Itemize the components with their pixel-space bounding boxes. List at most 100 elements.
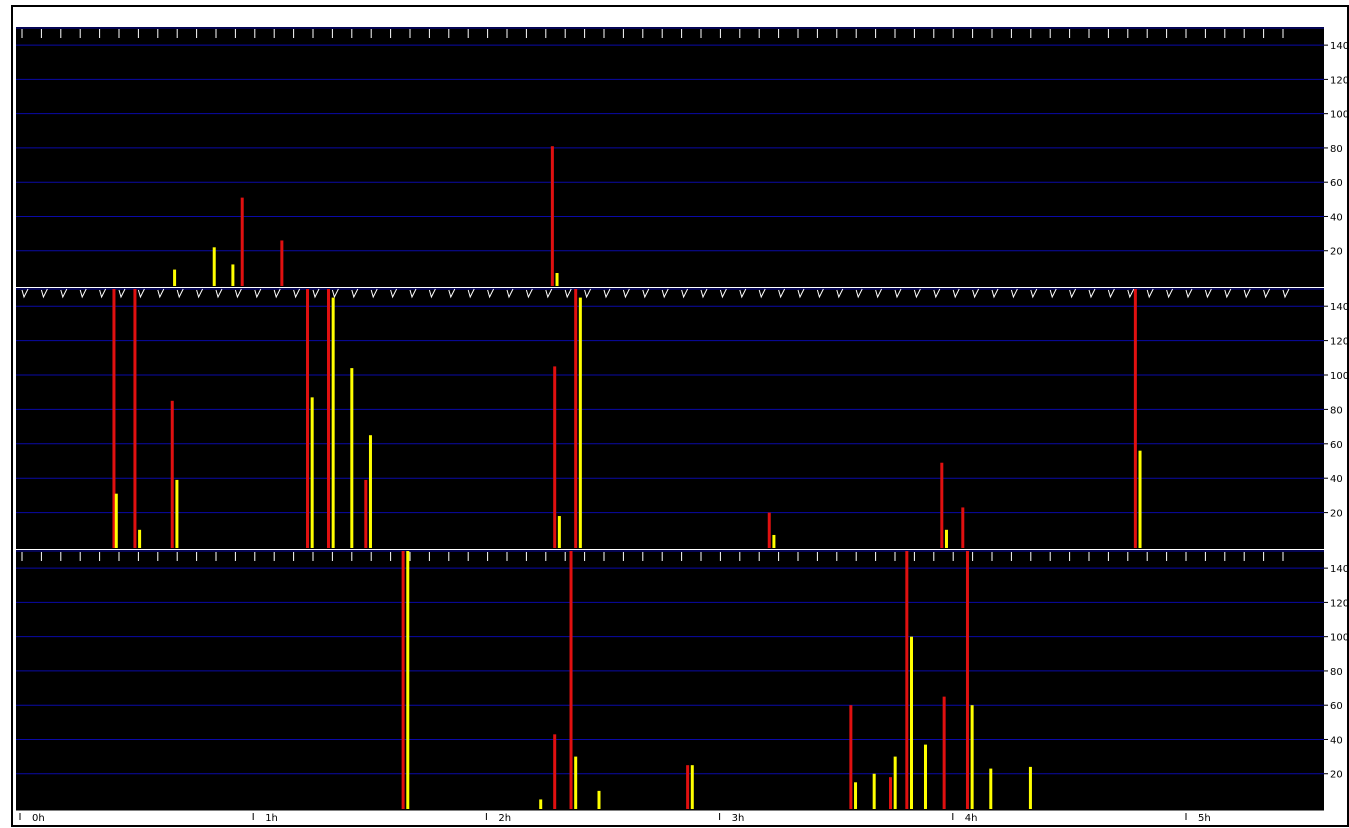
check-marker — [584, 288, 592, 299]
red-bar — [112, 289, 116, 548]
check-marker — [778, 288, 786, 299]
yellow-bar — [138, 529, 142, 548]
panel-middle: 20 40 60 80 100 120 140 — [16, 287, 1349, 549]
y-tick-label: 140 — [1330, 564, 1349, 575]
red-bar — [942, 696, 946, 809]
y-tick-label: 60 — [1330, 701, 1343, 712]
check-marker — [816, 288, 824, 299]
red-bar — [574, 289, 578, 548]
check-marker — [1185, 288, 1193, 299]
check-marker — [118, 288, 126, 299]
red-bar — [961, 507, 965, 548]
red-bar — [553, 366, 557, 548]
yellow-bar — [893, 756, 897, 809]
red-bar — [1133, 289, 1137, 548]
check-marker — [60, 288, 68, 299]
check-marker — [1243, 288, 1251, 299]
check-marker — [933, 288, 941, 299]
yellow-bar — [923, 744, 927, 809]
check-marker — [972, 288, 980, 299]
yellow-bar — [690, 765, 694, 809]
panel-background — [16, 26, 1324, 287]
y-tick-label: 80 — [1330, 405, 1343, 416]
check-marker — [215, 288, 223, 299]
check-marker — [99, 288, 107, 299]
yellow-bar — [1138, 450, 1142, 548]
check-marker — [79, 288, 87, 299]
yellow-bar — [310, 397, 314, 548]
yellow-bar — [574, 756, 578, 809]
check-marker — [293, 288, 301, 299]
panel-background — [16, 549, 1324, 810]
check-marker — [351, 288, 359, 299]
y-tick-label: 60 — [1330, 178, 1343, 189]
yellow-bar — [772, 534, 776, 548]
check-marker — [1127, 288, 1135, 299]
check-marker — [1030, 288, 1038, 299]
yellow-bar — [350, 368, 354, 548]
red-bar — [133, 289, 137, 548]
y-tick-label: 60 — [1330, 440, 1343, 451]
yellow-bar — [854, 782, 858, 809]
red-bar — [170, 400, 174, 548]
check-marker — [797, 288, 805, 299]
y-tick-label: 100 — [1330, 371, 1349, 382]
red-bar — [401, 551, 405, 809]
check-marker — [700, 288, 708, 299]
chart-border — [11, 5, 1349, 827]
check-marker — [739, 288, 747, 299]
yellow-bar — [872, 773, 876, 809]
check-marker — [875, 288, 883, 299]
check-marker — [622, 288, 630, 299]
red-bar — [306, 289, 310, 548]
time-label-0h: 0h — [32, 813, 45, 824]
check-marker — [1049, 288, 1057, 299]
check-marker — [1010, 288, 1018, 299]
check-marker — [1146, 288, 1154, 299]
check-marker — [40, 288, 48, 299]
check-marker — [1204, 288, 1212, 299]
check-marker — [525, 288, 533, 299]
red-bar — [553, 734, 557, 809]
y-tick-label: 40 — [1330, 735, 1343, 746]
check-marker — [370, 288, 378, 299]
yellow-bar — [989, 768, 993, 809]
red-bar — [280, 240, 284, 286]
panel-top: 20 40 60 80 100 120 140 — [16, 26, 1349, 287]
yellow-bar — [555, 273, 559, 286]
check-marker — [196, 288, 204, 299]
check-marker — [428, 288, 436, 299]
red-bar — [889, 777, 893, 809]
yellow-bar — [1028, 766, 1032, 809]
check-marker — [991, 288, 999, 299]
yellow-bar — [944, 529, 948, 548]
time-label-5h: 5h — [1198, 813, 1211, 824]
check-marker — [564, 288, 572, 299]
check-marker — [855, 288, 863, 299]
red-bar — [240, 197, 244, 286]
check-marker — [603, 288, 611, 299]
check-marker — [1088, 288, 1096, 299]
check-marker — [681, 288, 689, 299]
y-tick-label: 20 — [1330, 247, 1343, 258]
check-marker — [719, 288, 727, 299]
y-tick-label: 80 — [1330, 667, 1343, 678]
red-bar — [364, 479, 368, 548]
red-bar — [849, 705, 853, 809]
yellow-bar — [909, 636, 913, 809]
y-tick-label: 40 — [1330, 474, 1343, 485]
check-marker — [758, 288, 766, 299]
check-marker — [894, 288, 902, 299]
time-label-4h: 4h — [965, 813, 978, 824]
check-marker — [1166, 288, 1174, 299]
check-marker — [1107, 288, 1115, 299]
check-marker — [1224, 288, 1232, 299]
y-tick-label: 140 — [1330, 41, 1349, 52]
check-marker — [952, 288, 960, 299]
check-marker — [836, 288, 844, 299]
red-bar — [940, 462, 944, 548]
red-bar — [905, 551, 909, 809]
yellow-bar — [173, 269, 177, 286]
yellow-bar — [212, 247, 216, 286]
